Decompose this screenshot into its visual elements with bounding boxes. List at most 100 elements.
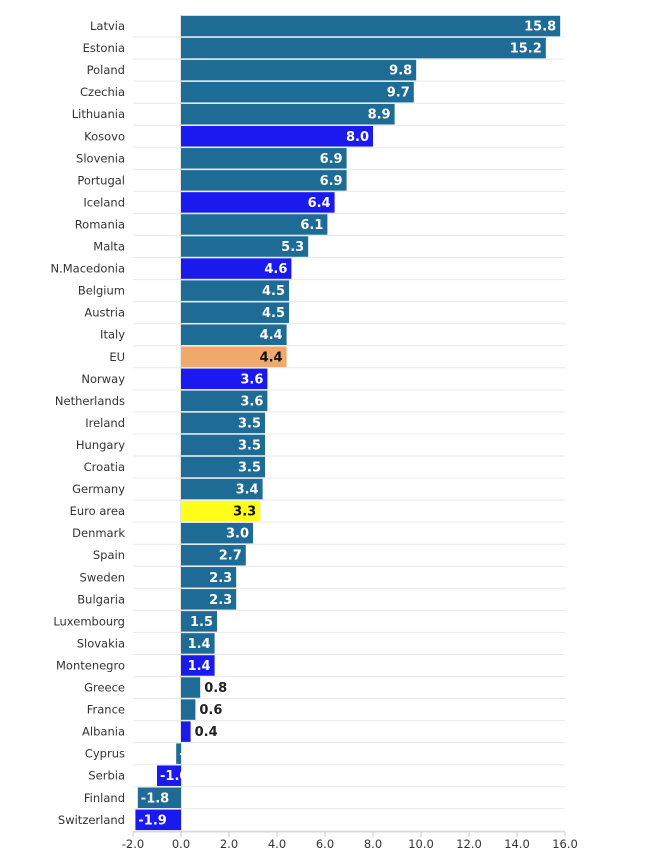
bar [181,633,215,654]
category-label: Euro area [70,504,125,518]
bar [181,434,265,456]
x-tick-label: 4.0 [268,837,286,850]
bar [181,59,417,81]
category-label: Denmark [72,526,125,540]
bar [181,699,196,720]
bar [181,500,261,522]
bar [181,522,253,544]
value-label: 2.3 [209,593,232,608]
bars [135,15,561,831]
value-label: 6.9 [320,152,343,167]
value-label: 3.3 [233,505,256,520]
category-label: N.Macedonia [51,262,126,276]
value-label: 3.4 [236,483,259,498]
category-label: Poland [87,63,125,77]
value-label: 5.3 [281,240,304,255]
x-tick-label: 16.0 [552,837,578,850]
category-label: Greece [84,681,125,695]
category-label: Bulgaria [77,592,125,606]
x-tick-label: 10.0 [408,837,434,850]
bar [181,192,335,213]
category-label: Lithuania [72,107,125,121]
value-label: 4.4 [260,350,283,365]
category-label: Kosovo [84,129,125,143]
category-labels: Latvia Estonia Poland Czechia Lithuania Kosov… [51,19,126,827]
value-label: 2.7 [219,549,242,564]
bar [181,81,414,103]
value-label: 4.5 [262,306,285,321]
x-tick-label: -2.0 [122,837,144,850]
value-label: 6.1 [300,218,323,233]
category-label: Estonia [83,41,125,55]
value-label: 1.5 [190,615,213,630]
category-label: Romania [75,217,125,231]
category-label: Latvia [90,19,125,33]
category-label: Netherlands [55,394,125,408]
x-axis: -2.0 0.0 2.0 4.0 6.0 8.0 10.0 12.0 14.0 16.0 [122,831,578,850]
bar [181,103,395,125]
x-tick-label: 12.0 [456,837,482,850]
value-label: 15.2 [510,42,542,57]
value-label: 6.9 [320,174,343,189]
bar [181,567,237,588]
value-label: 0.6 [199,703,222,718]
category-label: France [87,703,125,717]
x-tick-label: 0.0 [172,837,190,850]
bar [181,280,289,301]
value-label: -1.0 [160,769,188,784]
value-label: 9.7 [387,86,410,101]
x-tick-label: 6.0 [316,837,334,850]
category-label: Italy [100,328,125,342]
bar [135,809,181,831]
bar [157,765,181,786]
value-label: -1.8 [141,791,169,806]
category-label: Cyprus [85,747,125,761]
value-label: 6.4 [308,196,331,211]
category-label: Czechia [80,85,125,99]
category-label: Spain [93,548,125,562]
bar [181,677,201,698]
category-label: Norway [81,372,125,386]
bar [181,258,292,279]
value-label: 3.5 [238,438,261,453]
value-label: 8.0 [346,130,369,145]
bar [181,37,546,59]
value-label: 9.8 [389,64,412,79]
category-label: Germany [72,482,125,496]
category-label: EU [109,350,125,364]
bar [181,15,561,37]
bar [137,787,181,809]
bar [181,346,287,368]
bar [176,743,181,764]
bar [181,611,217,632]
value-label: 2.3 [209,571,232,586]
value-label: 4.4 [260,328,283,343]
value-label: 3.6 [240,394,263,409]
category-label: Switzerland [58,813,125,827]
category-label: Serbia [88,769,125,783]
x-tick-label: 14.0 [504,837,530,850]
category-label: Croatia [84,460,125,474]
value-label: -0.2 [179,747,207,762]
category-label: Austria [84,306,125,320]
value-label: 4.5 [262,284,285,299]
value-label: 3.5 [238,416,261,431]
value-label: 0.4 [195,725,218,740]
value-labels: 15.815.29.89.78.98.06.96.96.46.15.34.64.… [138,20,556,829]
category-label: Hungary [76,438,125,452]
bar [181,456,265,478]
category-label: Finland [84,791,125,805]
bar [181,126,373,147]
bar [181,721,191,742]
category-label: Iceland [83,195,125,209]
value-label: 4.6 [264,262,287,277]
bar [181,368,268,390]
value-label: -1.9 [138,813,166,828]
category-label: Portugal [77,173,125,187]
x-tick-label: 2.0 [220,837,238,850]
value-label: 8.9 [368,108,391,123]
bar [181,390,268,412]
category-label: Sweden [80,570,125,584]
bar [181,478,263,500]
